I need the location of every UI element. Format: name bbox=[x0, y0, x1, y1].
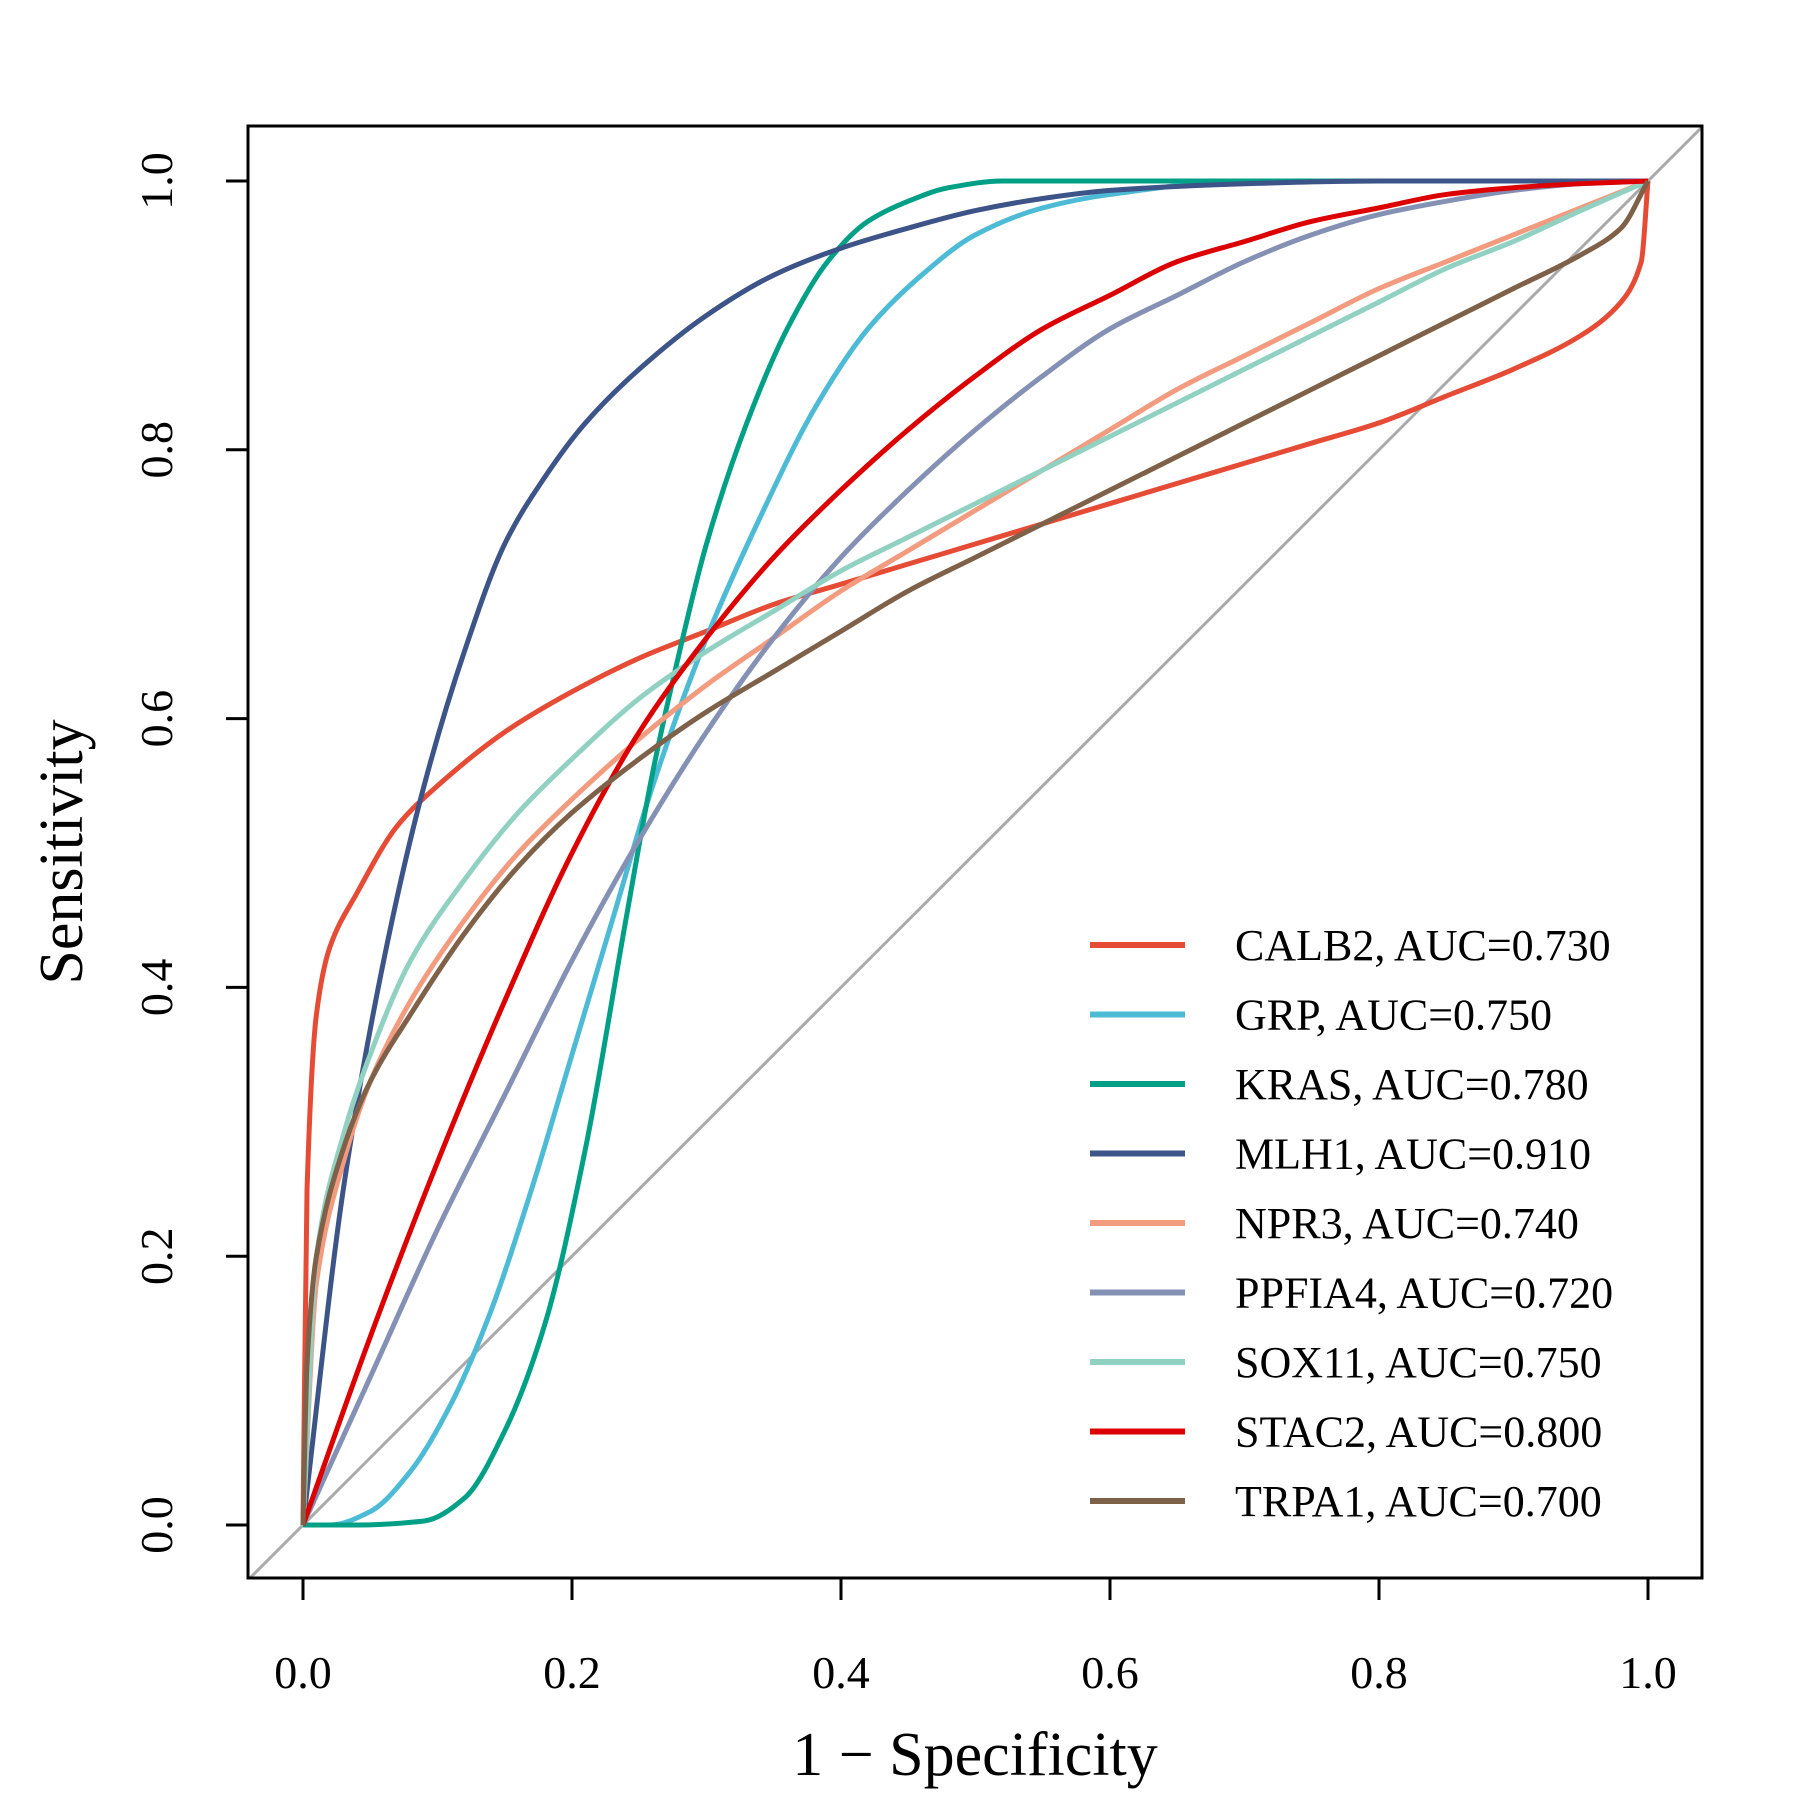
x-tick-label: 1.0 bbox=[1619, 1647, 1677, 1698]
roc-curve-mlh1 bbox=[300, 178, 1648, 1526]
x-axis: 0.0 0.2 0.4 0.6 0.8 1.0 bbox=[274, 1576, 1677, 1698]
x-tick-label: 0.6 bbox=[1081, 1647, 1139, 1698]
roc-curve-ppfia4 bbox=[300, 178, 1649, 1527]
y-tick-label: 0.4 bbox=[131, 959, 182, 1017]
x-tick-label: 0.2 bbox=[543, 1647, 601, 1698]
y-tick-label: 0.2 bbox=[131, 1227, 182, 1285]
x-tick-label: 0.8 bbox=[1350, 1647, 1408, 1698]
roc-curve-sox11 bbox=[300, 178, 1650, 1526]
x-tick-label: 0.4 bbox=[812, 1647, 870, 1698]
legend-label-mlh1: MLH1, AUC=0.910 bbox=[1235, 1130, 1591, 1179]
roc-curve-kras bbox=[302, 178, 1648, 1528]
y-tick-label: 0.0 bbox=[131, 1496, 182, 1554]
reference-diagonal-line bbox=[248, 126, 1702, 1578]
legend-label-sox11: SOX11, AUC=0.750 bbox=[1235, 1338, 1602, 1387]
y-axis-title: Sensitivity bbox=[28, 719, 96, 984]
roc-curve-stac2 bbox=[300, 178, 1649, 1526]
x-tick-label: 0.0 bbox=[274, 1647, 332, 1698]
legend-label-kras: KRAS, AUC=0.780 bbox=[1235, 1060, 1589, 1109]
reference-diagonal-layer bbox=[248, 126, 1702, 1578]
y-tick-label: 0.8 bbox=[131, 421, 182, 479]
x-axis-title: 1 − Specificity bbox=[792, 1721, 1158, 1789]
y-tick-label: 0.6 bbox=[131, 690, 182, 748]
roc-curve-trpa1 bbox=[300, 179, 1651, 1526]
legend-label-npr3: NPR3, AUC=0.740 bbox=[1235, 1199, 1579, 1248]
legend-label-calb2: CALB2, AUC=0.730 bbox=[1235, 921, 1611, 970]
legend-label-stac2: STAC2, AUC=0.800 bbox=[1235, 1408, 1602, 1457]
legend-label-grp: GRP, AUC=0.750 bbox=[1235, 991, 1552, 1040]
legend: CALB2, AUC=0.730 GRP, AUC=0.750 KRAS, AUC=… bbox=[1090, 921, 1613, 1526]
roc-curves-layer bbox=[300, 178, 1651, 1528]
legend-label-trpa1: TRPA1, AUC=0.700 bbox=[1235, 1477, 1602, 1526]
legend-label-ppfia4: PPFIA4, AUC=0.720 bbox=[1235, 1269, 1613, 1318]
y-tick-label: 1.0 bbox=[131, 152, 182, 210]
y-axis: 0.0 0.2 0.4 0.6 0.8 1.0 bbox=[131, 152, 250, 1554]
